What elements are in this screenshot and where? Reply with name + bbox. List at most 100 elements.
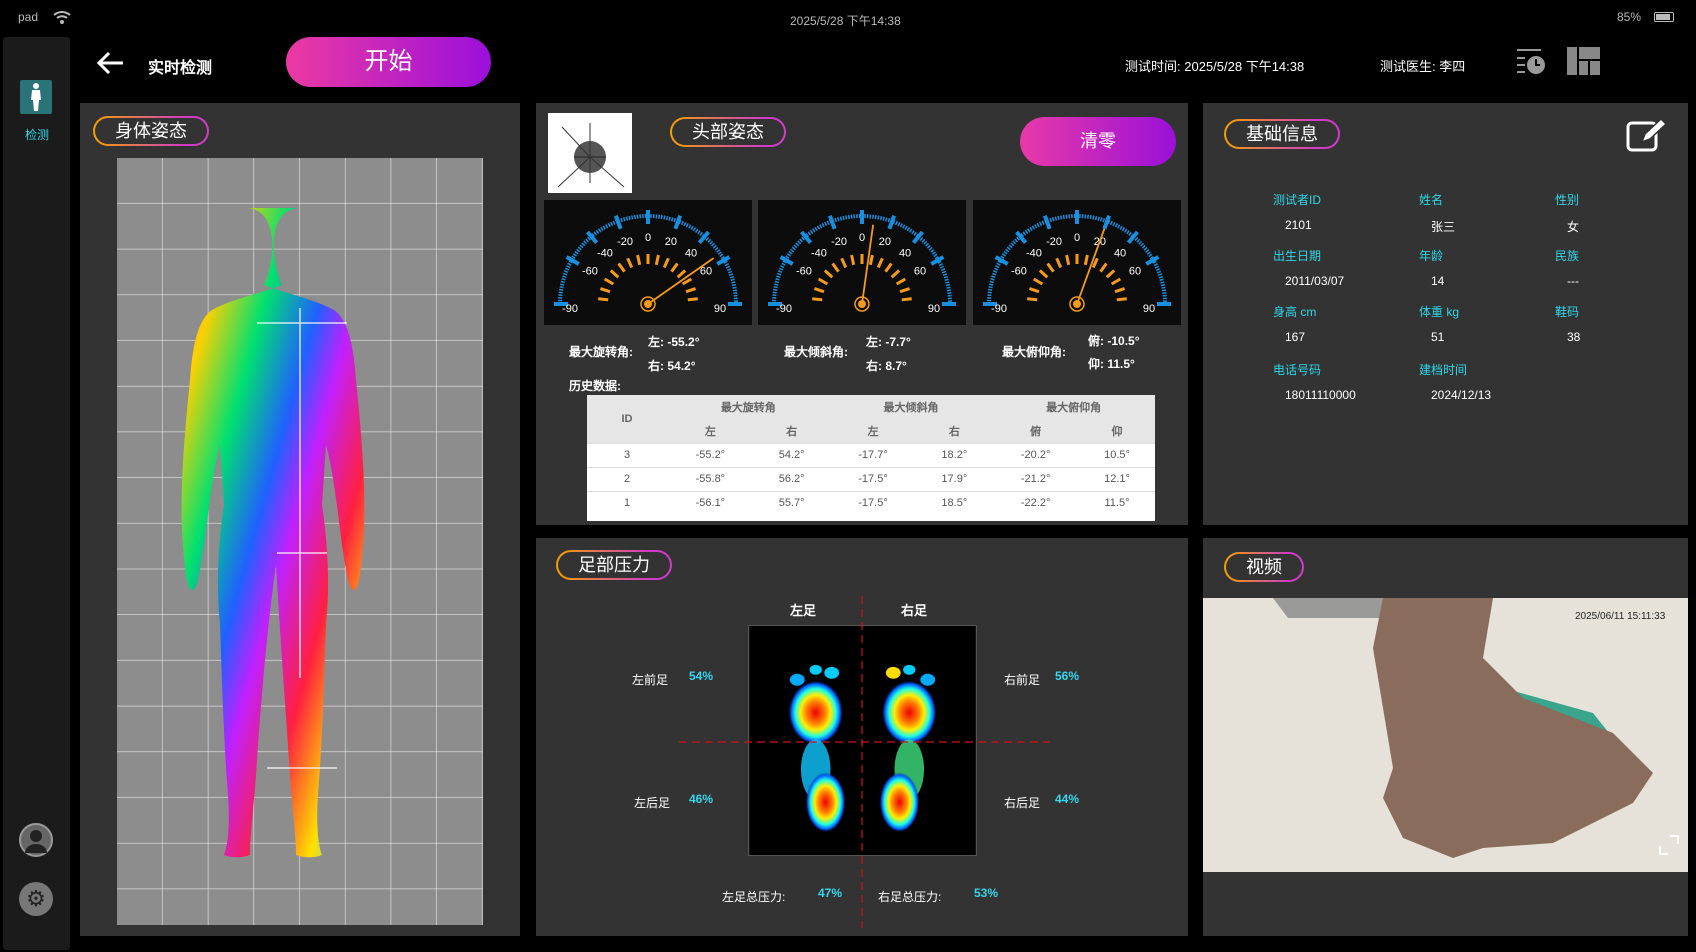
- gauge-tick-label: -90: [991, 303, 1007, 315]
- gauge-tick-label: -60: [1011, 266, 1027, 278]
- left-foot-label: 左足: [790, 603, 817, 618]
- gauge-tick-label: 0: [1074, 232, 1080, 244]
- history-clock-icon[interactable]: [1515, 47, 1545, 77]
- gauge-tilt: -90 -60 -40 -20 0 20 40 60 90: [758, 200, 966, 325]
- gauge-tick-label: -90: [776, 303, 792, 315]
- gauge-inner-tick: [1046, 262, 1055, 273]
- table-row[interactable]: 2 -55.8° 56.2° -17.5° 17.9° -21.2° 12.1°: [587, 466, 1155, 491]
- table-cell: -55.2°: [667, 442, 754, 467]
- gauge-tick-label: 40: [899, 248, 911, 260]
- start-button[interactable]: 开始: [286, 37, 491, 87]
- col-sub: 右: [916, 419, 993, 443]
- right-forefoot-label: 右前足: [1004, 673, 1041, 687]
- gauge-needle: [1076, 228, 1106, 305]
- gauge-tick-label: -20: [831, 236, 847, 248]
- gauge-major-tick: [565, 255, 580, 266]
- table-cell: 54.2°: [753, 442, 830, 467]
- gauge-tick-label: 90: [1143, 303, 1155, 315]
- table-cell: -17.5°: [829, 466, 917, 491]
- max-rotation-label: 最大旋转角:: [569, 345, 633, 359]
- gauge-tick-label: 90: [928, 303, 940, 315]
- gauge-tick-label: 40: [1114, 248, 1126, 260]
- col-group-pitch: 最大俯仰角: [992, 395, 1155, 419]
- col-sub: 左: [829, 419, 917, 443]
- gauge-tick-label: -20: [617, 236, 633, 248]
- gauge-hub-dot: [644, 300, 652, 308]
- gauge-inner-tick: [599, 287, 611, 294]
- sidebar-item-detect[interactable]: [20, 80, 52, 114]
- gauge-inner-tick: [603, 277, 615, 286]
- body-posture-title: 身体姿态: [93, 116, 209, 146]
- device-name: pad: [18, 10, 39, 24]
- user-icon[interactable]: [19, 823, 53, 857]
- gauge-major-tick: [673, 214, 683, 230]
- gauge-inner-tick: [895, 277, 907, 286]
- gauge-inner-tick: [1032, 277, 1044, 286]
- gauge-tick-label: -60: [582, 266, 598, 278]
- table-cell: 18.5°: [916, 490, 993, 515]
- gauge-inner-tick: [876, 257, 884, 269]
- table-row[interactable]: 3 -55.2° 54.2° -17.7° 18.2° -20.2° 10.5°: [587, 442, 1155, 467]
- gauge-inner-tick: [899, 287, 911, 294]
- table-row[interactable]: 1 -56.1° 55.7° -17.5° 18.5° -22.2° 11.5°: [587, 490, 1155, 515]
- basic-info-title-text: 基础信息: [1226, 121, 1338, 147]
- gauge-inner-tick: [817, 277, 829, 286]
- gauge-inner-tick: [884, 262, 893, 273]
- gauge-tick-label: -40: [811, 248, 827, 260]
- wifi-icon: [53, 11, 71, 24]
- body-posture-title-text: 身体姿态: [95, 118, 207, 144]
- edit-icon[interactable]: [1626, 118, 1668, 152]
- back-arrow-icon[interactable]: [95, 50, 125, 76]
- page-title: 实时检测: [148, 60, 213, 77]
- info-value: 51: [1431, 330, 1445, 344]
- gauge-inner-tick: [662, 257, 670, 269]
- foot-pressure-panel: 足部压力 左足 右足 左前足 54% 左后足 46% 右前足 56% 右后足 4…: [536, 538, 1188, 936]
- gauge-inner-tick: [598, 297, 609, 302]
- table-cell: -17.7°: [829, 442, 917, 467]
- reset-button[interactable]: 清零: [1020, 117, 1176, 166]
- gauge-hub: [854, 296, 870, 312]
- gauge-tick-label: 0: [859, 232, 865, 244]
- gauge-hub-dot: [858, 300, 866, 308]
- max-tilt-left: 左: -7.7°: [866, 335, 911, 349]
- gauge-inner-tick: [1038, 269, 1049, 279]
- max-rotation-left: 左: -55.2°: [648, 335, 700, 349]
- gauge-tick-label: 20: [665, 236, 677, 248]
- gauge-tick-label: -20: [1046, 236, 1062, 248]
- video-feed[interactable]: [1203, 598, 1688, 872]
- test-time-value: 2025/5/28 下午14:38: [1184, 59, 1305, 74]
- gauge-major-tick: [1126, 230, 1139, 245]
- col-sub: 右: [753, 419, 830, 443]
- info-label: 身高 cm: [1273, 305, 1317, 319]
- left-total-value: 47%: [818, 886, 843, 900]
- gauge-tick-label: -40: [1026, 248, 1042, 260]
- gauge-major-tick: [613, 214, 623, 230]
- gauge-major-tick: [586, 230, 599, 245]
- body-icon: [31, 83, 41, 111]
- left-rearfoot-label: 左后足: [634, 796, 671, 810]
- layout-icon[interactable]: [1567, 47, 1601, 77]
- fullscreen-icon[interactable]: [1658, 834, 1680, 856]
- info-label: 民族: [1555, 249, 1580, 263]
- table-cell: 56.2°: [753, 466, 830, 491]
- gauge-major-tick: [827, 214, 837, 230]
- gauge-major-tick: [1015, 230, 1028, 245]
- gear-icon[interactable]: ⚙: [19, 882, 53, 916]
- status-datetime: 2025/5/28 下午14:38: [790, 14, 901, 28]
- gauge-major-tick: [697, 230, 710, 245]
- head-axes-diagram-image: [548, 113, 632, 193]
- gauge-major-tick: [911, 230, 924, 245]
- right-forefoot-value: 56%: [1055, 669, 1080, 683]
- gauge-inner-tick: [1110, 277, 1122, 286]
- gauge-inner-tick: [685, 287, 697, 294]
- info-label: 性别: [1555, 193, 1580, 207]
- table-cell: -22.2°: [992, 490, 1079, 515]
- gauge-major-tick: [1102, 214, 1112, 230]
- battery-icon: [1654, 12, 1674, 22]
- gauge-inner-tick: [1091, 257, 1099, 269]
- video-title-text: 视频: [1226, 554, 1302, 580]
- gauge-major-tick: [994, 255, 1009, 266]
- gauge-inner-tick: [654, 254, 660, 266]
- basic-info-title: 基础信息: [1224, 119, 1340, 149]
